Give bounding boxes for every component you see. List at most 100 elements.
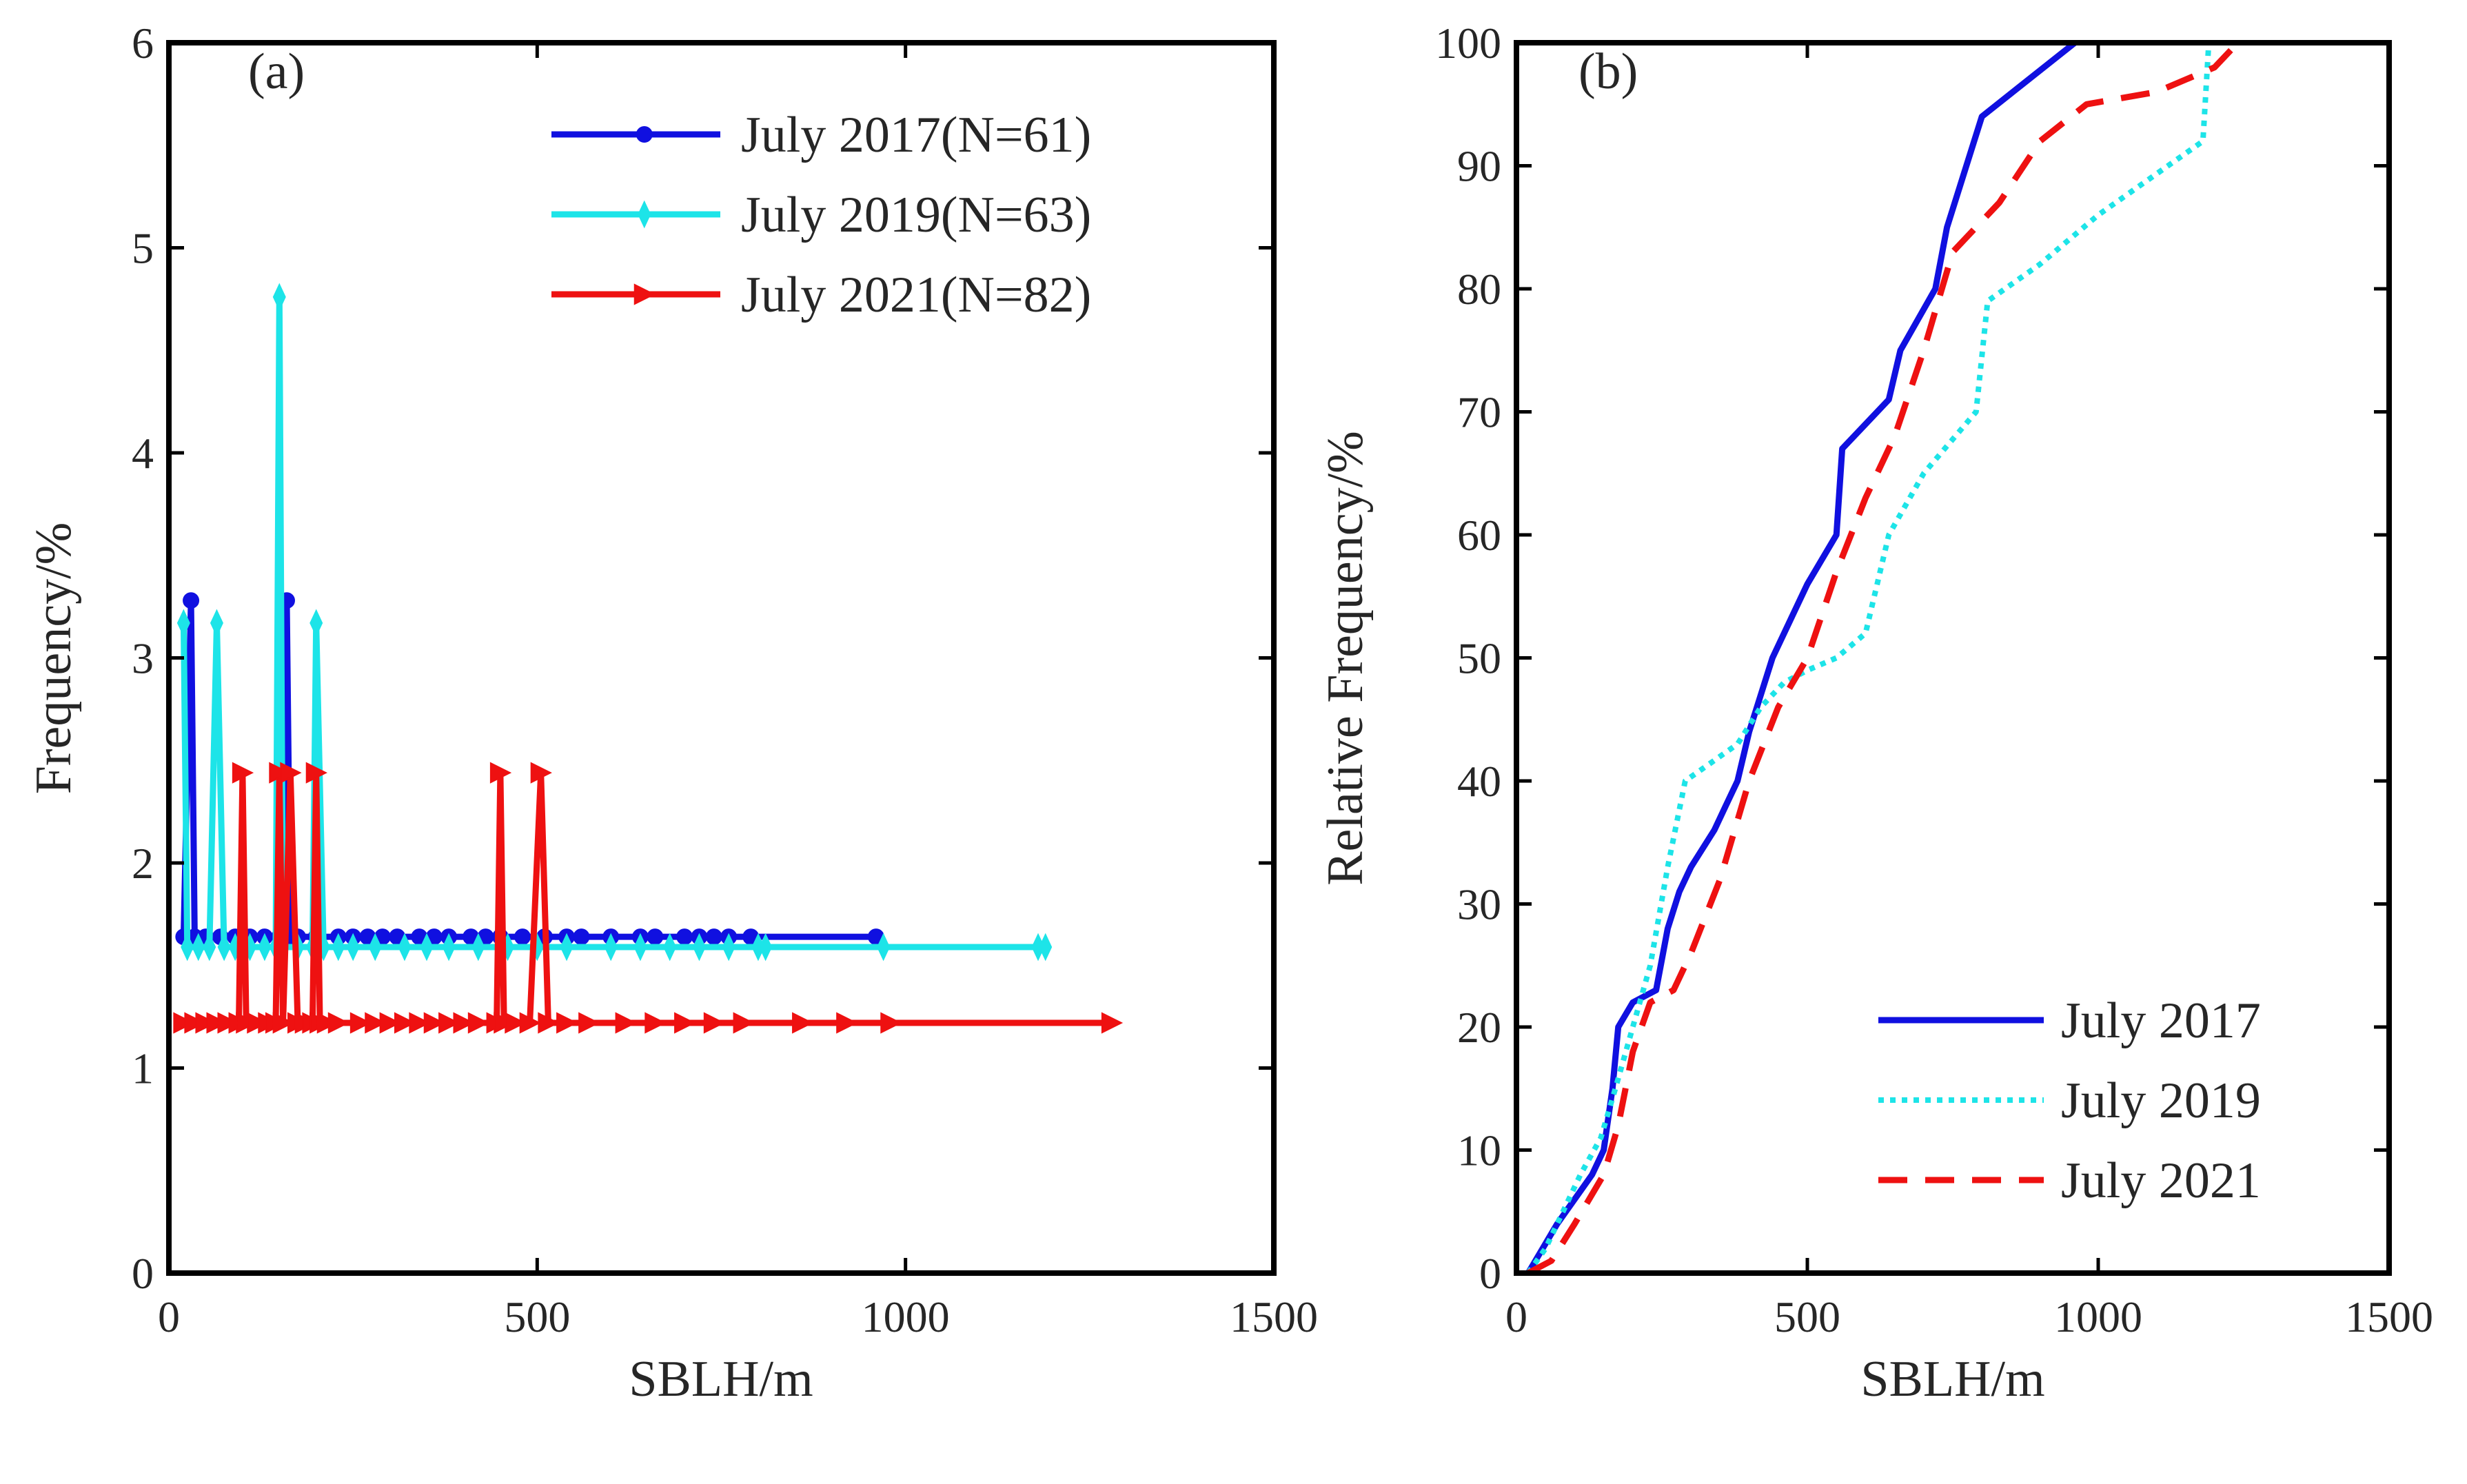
series-2-point bbox=[538, 1012, 560, 1034]
series-1-point bbox=[258, 933, 272, 962]
series-2-point bbox=[453, 1012, 475, 1034]
y-tick-label: 90 bbox=[1457, 142, 1501, 191]
y-tick-label: 60 bbox=[1457, 511, 1501, 560]
series-2-point bbox=[280, 762, 302, 784]
y-tick-label: 6 bbox=[132, 19, 154, 68]
panel-b-ticks: 0 500 1000 1500 0 10 20 30 40 50 60 70 80 90 100 bbox=[1435, 19, 2433, 1341]
series-1-point bbox=[192, 933, 205, 962]
series-1-point bbox=[217, 933, 231, 962]
series-2-point bbox=[703, 1012, 726, 1034]
panel-b-ylabel: Relative Frequency/% bbox=[1317, 431, 1374, 886]
series-1-point bbox=[604, 933, 618, 962]
series-2-point bbox=[530, 762, 552, 784]
series-2-point bbox=[217, 1012, 239, 1034]
series-2-point bbox=[423, 1012, 445, 1034]
legend-marker-1 bbox=[638, 200, 651, 229]
y-tick-label: 50 bbox=[1457, 634, 1501, 683]
series-2-point bbox=[644, 1012, 667, 1034]
panel-b-plot-area bbox=[1525, 40, 2240, 1276]
x-tick-label: 500 bbox=[1774, 1292, 1840, 1341]
series-1-point bbox=[176, 609, 190, 638]
series-1-point bbox=[210, 609, 223, 638]
series-1-point bbox=[560, 933, 573, 962]
series-2-point bbox=[272, 1012, 294, 1034]
y-tick-label: 70 bbox=[1457, 388, 1501, 437]
y-tick-label: 0 bbox=[1479, 1249, 1501, 1298]
y-tick-label: 20 bbox=[1457, 1003, 1501, 1052]
panel-a-label: (a) bbox=[248, 43, 305, 100]
panel-a: 0 500 1000 1500 0 1 2 3 4 5 6 (a) SBLH/m Frequency… bbox=[26, 19, 1318, 1407]
series-2-point bbox=[674, 1012, 696, 1034]
panel-a-ylabel: Frequency/% bbox=[26, 522, 82, 795]
y-tick-label: 10 bbox=[1457, 1126, 1501, 1175]
series-1-point bbox=[877, 933, 891, 962]
series-2-point bbox=[578, 1012, 600, 1034]
x-tick-label: 500 bbox=[504, 1292, 570, 1341]
series-2-point bbox=[327, 1012, 350, 1034]
panel-b-label: (b) bbox=[1578, 43, 1638, 100]
series-2-point bbox=[733, 1012, 755, 1034]
series-2-point bbox=[269, 762, 291, 784]
series-1-point bbox=[398, 933, 412, 962]
y-tick-label: 4 bbox=[132, 429, 154, 478]
series-0-point bbox=[705, 928, 722, 946]
series-1-point bbox=[272, 283, 286, 312]
x-tick-label: 1000 bbox=[862, 1292, 950, 1341]
series-2-point bbox=[792, 1012, 814, 1034]
series-2-point bbox=[206, 1012, 228, 1034]
series-2-point bbox=[836, 1012, 858, 1034]
series-2-point bbox=[880, 1012, 902, 1034]
x-tick-label: 1000 bbox=[2054, 1292, 2142, 1341]
x-tick-label: 0 bbox=[158, 1292, 180, 1341]
y-tick-label: 5 bbox=[132, 224, 154, 273]
series-2-point bbox=[438, 1012, 460, 1034]
series-2-point bbox=[394, 1012, 416, 1034]
series-line-2 bbox=[1526, 40, 2240, 1276]
series-2-point bbox=[173, 1012, 195, 1034]
y-tick-label: 2 bbox=[132, 839, 154, 888]
series-1-point bbox=[759, 933, 773, 962]
series-line-0 bbox=[1525, 40, 2077, 1275]
panel-a-frame bbox=[166, 40, 1277, 1276]
series-0-point bbox=[514, 928, 531, 946]
y-tick-label: 0 bbox=[132, 1249, 154, 1298]
panel-a-ticks: 0 500 1000 1500 0 1 2 3 4 5 6 bbox=[132, 19, 1318, 1341]
panel-b: 0 500 1000 1500 0 10 20 30 40 50 60 70 80 90 100 (b) S… bbox=[1317, 19, 2433, 1407]
series-2-point bbox=[232, 762, 254, 784]
legend-label-2: July 2021 bbox=[2061, 1152, 2261, 1209]
series-1-point bbox=[181, 933, 194, 962]
series-1-point bbox=[471, 933, 485, 962]
legend-label-2: July 2021(N=82) bbox=[741, 267, 1091, 323]
series-2-point bbox=[1101, 1012, 1124, 1034]
series-1-point bbox=[332, 933, 345, 962]
legend-label-1: July 2019 bbox=[2061, 1073, 2261, 1129]
series-2-point bbox=[379, 1012, 401, 1034]
series-2-point bbox=[349, 1012, 372, 1034]
panel-a-plot-area bbox=[173, 283, 1124, 1034]
series-2-point bbox=[195, 1012, 217, 1034]
series-2-point bbox=[615, 1012, 637, 1034]
series-1-point bbox=[420, 933, 434, 962]
legend-marker-0 bbox=[636, 126, 653, 143]
series-2-point bbox=[236, 1012, 258, 1034]
x-tick-label: 1500 bbox=[1230, 1292, 1318, 1341]
series-2-point bbox=[467, 1012, 490, 1034]
y-tick-label: 30 bbox=[1457, 880, 1501, 929]
legend-label-0: July 2017(N=61) bbox=[741, 107, 1091, 163]
y-tick-label: 1 bbox=[132, 1044, 154, 1093]
series-1-point bbox=[692, 933, 706, 962]
series-2-point bbox=[316, 1012, 338, 1034]
legend-marker-2 bbox=[633, 283, 656, 305]
series-2-point bbox=[305, 762, 327, 784]
y-tick-label: 100 bbox=[1435, 19, 1501, 68]
series-1-point bbox=[633, 933, 647, 962]
series-1-point bbox=[442, 933, 456, 962]
x-tick-label: 0 bbox=[1505, 1292, 1527, 1341]
panel-a-legend: July 2017(N=61) July 2019(N=63) July 2021(… bbox=[551, 107, 1091, 323]
series-1-point bbox=[1039, 933, 1053, 962]
series-1-point bbox=[309, 609, 323, 638]
panel-a-xlabel: SBLH/m bbox=[629, 1351, 813, 1407]
series-0-point bbox=[647, 928, 664, 946]
series-1-point bbox=[346, 933, 360, 962]
